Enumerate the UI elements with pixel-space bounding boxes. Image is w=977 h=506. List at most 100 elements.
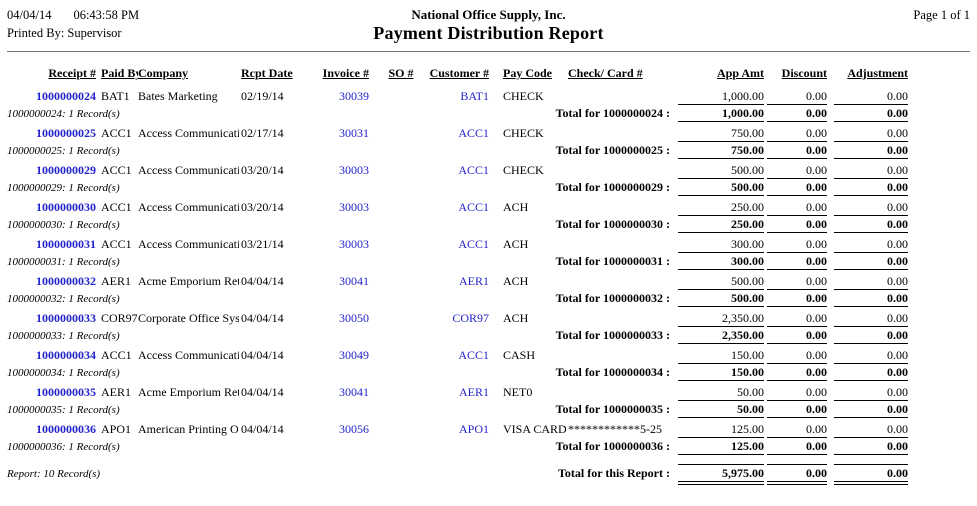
invoice-number-link[interactable]: 30003	[339, 237, 369, 251]
receipt-detail-row: 1000000031 ACC1 Access Communication 03/…	[7, 236, 970, 252]
discount-value: 0.00	[806, 348, 827, 362]
invoice-number-link[interactable]: 30041	[339, 274, 369, 288]
paid-by-value: COR97	[101, 311, 138, 325]
pay-code-value: NET0	[503, 385, 533, 399]
rcpt-date-value: 04/04/14	[241, 311, 284, 325]
app-amt-value: 50.00	[737, 385, 764, 399]
group-total-app-amt: 50.00	[678, 400, 764, 418]
paid-by-value: ACC1	[101, 200, 132, 214]
report-header-right: Page 1 of 1	[710, 6, 970, 24]
column-header-row: Receipt # Paid By Company Rcpt Date Invo…	[7, 65, 970, 82]
receipt-number-link[interactable]: 1000000024	[36, 89, 96, 103]
group-total-adjustment: 0.00	[834, 178, 908, 196]
customer-number-link[interactable]: ACC1	[458, 126, 489, 140]
receipt-number-link[interactable]: 1000000032	[36, 274, 96, 288]
company-value: Access Communication	[138, 348, 239, 362]
record-count-note: 1000000031: 1 Record(s)	[7, 256, 120, 268]
receipt-number-link[interactable]: 1000000025	[36, 126, 96, 140]
discount-value: 0.00	[806, 385, 827, 399]
record-count-note: 1000000025: 1 Record(s)	[7, 145, 120, 157]
customer-number-link[interactable]: BAT1	[460, 89, 489, 103]
group-total-label: Total for 1000000035 :	[555, 402, 670, 416]
group-total-app-amt: 250.00	[678, 215, 764, 233]
app-amt-value: 300.00	[731, 237, 764, 251]
invoice-number-link[interactable]: 30041	[339, 385, 369, 399]
group-total-discount: 0.00	[767, 141, 827, 159]
report-total-app-amt: 5,975.00	[678, 464, 764, 485]
receipt-total-row: 1000000030: 1 Record(s) Total for 100000…	[7, 215, 970, 233]
customer-number-link[interactable]: ACC1	[458, 200, 489, 214]
group-total-app-amt: 500.00	[678, 178, 764, 196]
pay-code-value: ACH	[503, 200, 529, 214]
app-amt-value: 1,000.00	[722, 89, 764, 103]
adjustment-value: 0.00	[887, 422, 908, 436]
invoice-number-link[interactable]: 30050	[339, 311, 369, 325]
customer-number-link[interactable]: ACC1	[458, 348, 489, 362]
column-header-company: Company	[138, 66, 189, 80]
receipt-group: 1000000025 ACC1 Access Communication 02/…	[7, 125, 970, 159]
group-total-label: Total for 1000000033 :	[555, 328, 670, 342]
invoice-number-link[interactable]: 30003	[339, 163, 369, 177]
receipt-group: 1000000034 ACC1 Access Communication 04/…	[7, 347, 970, 381]
receipt-number-link[interactable]: 1000000034	[36, 348, 96, 362]
customer-number-link[interactable]: APO1	[458, 422, 489, 436]
column-header-pay-code: Pay Code	[503, 66, 552, 80]
customer-number-link[interactable]: ACC1	[458, 237, 489, 251]
discount-value: 0.00	[806, 274, 827, 288]
invoice-number-link[interactable]: 30031	[339, 126, 369, 140]
paid-by-value: ACC1	[101, 163, 132, 177]
company-value: Corporate Office System	[138, 311, 239, 325]
customer-number-link[interactable]: ACC1	[458, 163, 489, 177]
discount-value: 0.00	[806, 422, 827, 436]
invoice-number-link[interactable]: 30049	[339, 348, 369, 362]
group-total-app-amt: 500.00	[678, 289, 764, 307]
app-amt-value: 750.00	[731, 126, 764, 140]
column-header-check-card: Check/ Card #	[568, 66, 643, 80]
receipt-total-row: 1000000034: 1 Record(s) Total for 100000…	[7, 363, 970, 381]
invoice-number-link[interactable]: 30003	[339, 200, 369, 214]
customer-number-link[interactable]: AER1	[459, 274, 489, 288]
group-total-discount: 0.00	[767, 437, 827, 455]
app-amt-value: 150.00	[731, 348, 764, 362]
group-total-label: Total for 1000000029 :	[555, 180, 670, 194]
receipt-number-link[interactable]: 1000000031	[36, 237, 96, 251]
header-divider	[7, 51, 970, 52]
customer-number-link[interactable]: COR97	[452, 311, 489, 325]
receipt-number-link[interactable]: 1000000035	[36, 385, 96, 399]
paid-by-value: AER1	[101, 274, 131, 288]
receipt-detail-row: 1000000029 ACC1 Access Communication 03/…	[7, 162, 970, 178]
receipt-group: 1000000024 BAT1 Bates Marketing 02/19/14…	[7, 88, 970, 122]
receipt-total-row: 1000000033: 1 Record(s) Total for 100000…	[7, 326, 970, 344]
receipt-number-link[interactable]: 1000000029	[36, 163, 96, 177]
app-amt-value: 2,350.00	[722, 311, 764, 325]
group-total-adjustment: 0.00	[834, 252, 908, 270]
record-count-note: 1000000036: 1 Record(s)	[7, 441, 120, 453]
rcpt-date-value: 04/04/14	[241, 348, 284, 362]
customer-number-link[interactable]: AER1	[459, 385, 489, 399]
record-count-note: 1000000024: 1 Record(s)	[7, 108, 120, 120]
invoice-number-link[interactable]: 30056	[339, 422, 369, 436]
adjustment-value: 0.00	[887, 385, 908, 399]
receipt-number-link[interactable]: 1000000030	[36, 200, 96, 214]
receipt-number-link[interactable]: 1000000036	[36, 422, 96, 436]
adjustment-value: 0.00	[887, 163, 908, 177]
paid-by-value: ACC1	[101, 237, 132, 251]
receipt-groups: 1000000024 BAT1 Bates Marketing 02/19/14…	[7, 88, 970, 455]
record-count-note: 1000000030: 1 Record(s)	[7, 219, 120, 231]
group-total-label: Total for 1000000025 :	[555, 143, 670, 157]
invoice-number-link[interactable]: 30039	[339, 89, 369, 103]
printed-by: Printed By: Supervisor	[7, 26, 122, 40]
pay-code-value: CASH	[503, 348, 536, 362]
check-card-value: ************5-25	[568, 422, 662, 436]
group-total-label: Total for 1000000030 :	[555, 217, 670, 231]
group-total-app-amt: 300.00	[678, 252, 764, 270]
receipt-number-link[interactable]: 1000000033	[36, 311, 96, 325]
app-amt-value: 500.00	[731, 163, 764, 177]
record-count-note: 1000000032: 1 Record(s)	[7, 293, 120, 305]
pay-code-value: CHECK	[503, 126, 544, 140]
receipt-group: 1000000030 ACC1 Access Communication 03/…	[7, 199, 970, 233]
adjustment-value: 0.00	[887, 126, 908, 140]
record-count-note: 1000000034: 1 Record(s)	[7, 367, 120, 379]
record-count-note: 1000000035: 1 Record(s)	[7, 404, 120, 416]
